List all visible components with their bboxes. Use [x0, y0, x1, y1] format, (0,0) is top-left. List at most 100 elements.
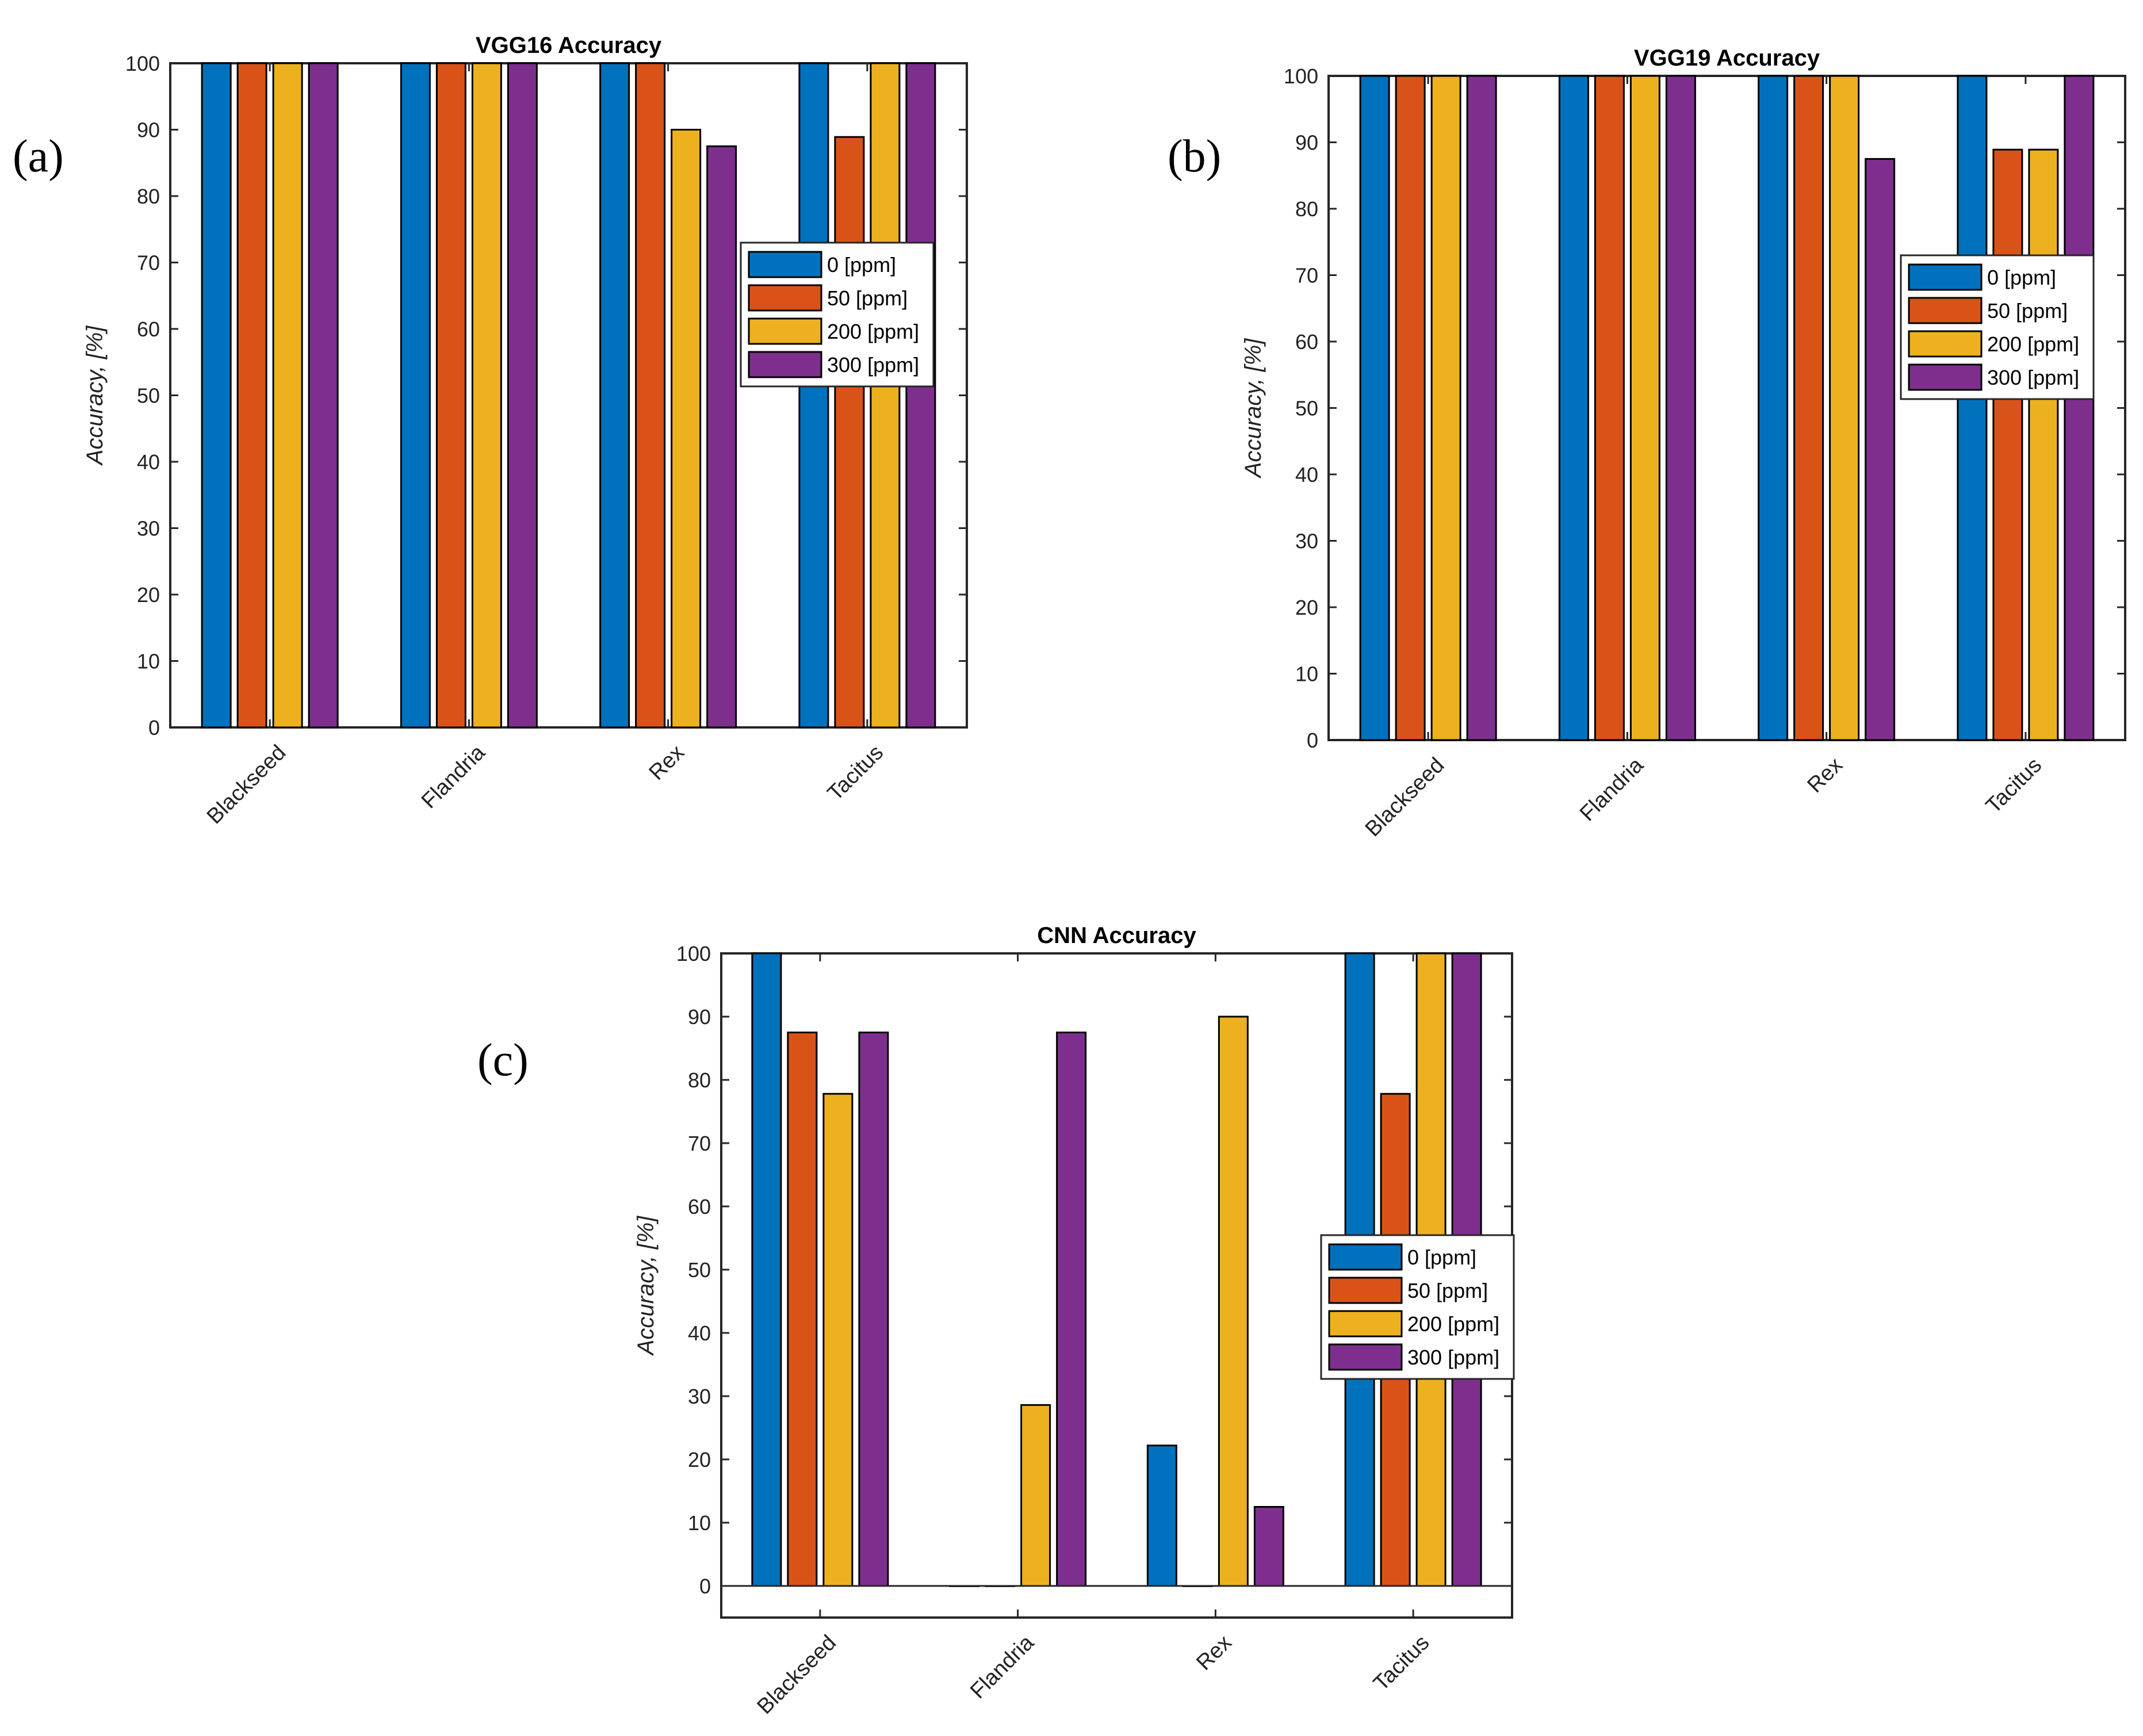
x-tick-label-blackseed: Blackseed [753, 1631, 841, 1719]
bar-blackseed-200ppm [822, 1093, 854, 1587]
y-tick-label: 60 [1295, 330, 1318, 354]
legend-label: 300 [ppm] [1987, 366, 2079, 389]
legend-swatch [748, 284, 822, 312]
y-axis-label: Accuracy, [%] [1241, 338, 1266, 478]
y-tick-label: 90 [137, 118, 160, 142]
legend-swatch [748, 351, 822, 378]
legend-swatch [1908, 330, 1983, 358]
x-tick-label-flandria: Flandria [966, 1630, 1039, 1703]
y-tick-label: 80 [688, 1068, 711, 1092]
panel-label: (b) [1168, 131, 1221, 182]
legend-swatch [1908, 263, 1983, 291]
y-tick-label: 40 [688, 1321, 711, 1345]
bar-tacitus-300ppm [2064, 75, 2095, 741]
legend-swatch [1328, 1277, 1403, 1304]
bar-blackseed-300ppm [858, 1032, 889, 1587]
panel-label: (c) [477, 1035, 529, 1086]
bar-rex-50ppm [1793, 75, 1824, 741]
y-tick-label: 100 [125, 52, 160, 75]
chart-title: VGG19 Accuracy [1634, 45, 1820, 71]
legend: 0 [ppm] 50 [ppm] 200 [ppm] 300 [ppm] [1900, 254, 2095, 400]
bar-blackseed-50ppm [1395, 75, 1426, 741]
bar-rex-300ppm [706, 145, 737, 729]
bar-tacitus-50ppm [834, 136, 865, 729]
y-tick-label: 40 [137, 450, 160, 474]
legend-label: 0 [ppm] [1987, 266, 2056, 289]
bar-rex-0ppm [599, 62, 630, 729]
plot-area [169, 62, 968, 729]
y-tick-label: 30 [137, 517, 160, 541]
bar-blackseed-200ppm [1430, 75, 1461, 741]
bar-blackseed-50ppm [236, 62, 267, 729]
bar-tacitus-300ppm [905, 62, 936, 729]
y-tick-label: 70 [137, 251, 160, 275]
y-tick-label: 60 [688, 1195, 711, 1218]
y-tick-label: 30 [1295, 530, 1318, 553]
bar-blackseed-200ppm [272, 62, 303, 729]
legend-label: 50 [ppm] [827, 286, 908, 310]
legend-swatch [1328, 1310, 1403, 1338]
y-tick-label: 100 [676, 942, 711, 965]
bar-rex-300ppm [1253, 1506, 1284, 1587]
x-tick-label-blackseed: Blackseed [1361, 753, 1449, 842]
legend: 0 [ppm] 50 [ppm] 200 [ppm] 300 [ppm] [740, 242, 935, 388]
y-tick-label: 80 [1295, 197, 1318, 221]
bar-rex-200ppm [671, 129, 702, 729]
y-tick-label: 50 [1295, 397, 1318, 420]
x-tick-label-flandria: Flandria [1575, 753, 1648, 826]
bar-tacitus-50ppm [1992, 148, 2023, 741]
y-axis-label: Accuracy, [%] [82, 325, 108, 466]
bar-rex-0ppm [1758, 75, 1789, 741]
chart-title: VGG16 Accuracy [476, 33, 662, 58]
x-tick-label-flandria: Flandria [417, 740, 490, 813]
y-tick-label: 20 [1295, 596, 1318, 619]
y-tick-label: 10 [688, 1511, 711, 1535]
legend-label: 200 [ppm] [1987, 332, 2079, 356]
x-tick-label-rex: Rex [1192, 1631, 1236, 1675]
legend-swatch [1908, 297, 1983, 324]
y-tick-label: 70 [1295, 264, 1318, 288]
legend-label: 50 [ppm] [1987, 299, 2068, 323]
bar-flandria-200ppm [1020, 1404, 1051, 1587]
bar-flandria-50ppm [435, 62, 466, 729]
y-tick-label: 40 [1295, 463, 1318, 486]
y-tick-label: 50 [688, 1258, 711, 1282]
bar-blackseed-0ppm [1359, 75, 1390, 741]
y-tick-label: 70 [688, 1132, 711, 1155]
y-tick-label: 90 [1295, 131, 1318, 155]
bar-tacitus-200ppm [870, 62, 901, 729]
chart-title: CNN Accuracy [1037, 923, 1196, 948]
legend-label: 200 [ppm] [827, 320, 919, 343]
plot-area [1327, 75, 2126, 741]
bar-blackseed-50ppm [787, 1032, 818, 1587]
y-tick-label: 60 [137, 317, 160, 341]
y-tick-label: 30 [688, 1385, 711, 1408]
bar-flandria-200ppm [471, 62, 502, 729]
bar-blackseed-0ppm [201, 62, 232, 729]
y-tick-label: 90 [688, 1005, 711, 1029]
legend-label: 300 [ppm] [1407, 1346, 1499, 1369]
x-tick-label-tacitus: Tacitus [1369, 1631, 1434, 1696]
y-tick-label: 50 [137, 384, 160, 408]
y-tick-label: 80 [137, 185, 160, 208]
legend-label: 300 [ppm] [827, 353, 919, 377]
legend: 0 [ppm] 50 [ppm] 200 [ppm] 300 [ppm] [1320, 1234, 1515, 1380]
legend-swatch [748, 317, 822, 345]
y-tick-label: 0 [1307, 729, 1318, 752]
legend-swatch [748, 251, 822, 278]
legend-swatch [1908, 363, 1983, 391]
bar-rex-200ppm [1829, 75, 1860, 741]
bar-blackseed-0ppm [751, 952, 782, 1587]
y-tick-label: 0 [699, 1574, 711, 1598]
legend-swatch [1328, 1343, 1403, 1371]
bar-tacitus-200ppm [2028, 148, 2059, 741]
bar-flandria-300ppm [507, 62, 538, 729]
legend-swatch [1328, 1243, 1403, 1271]
bar-tacitus-0ppm [798, 62, 829, 729]
x-tick-label-rex: Rex [645, 741, 689, 785]
y-tick-label: 10 [1295, 662, 1318, 686]
panel-label: (a) [13, 131, 64, 182]
bar-rex-0ppm [1146, 1444, 1177, 1587]
y-tick-label: 100 [1284, 64, 1318, 88]
bar-flandria-300ppm [1056, 1032, 1087, 1587]
